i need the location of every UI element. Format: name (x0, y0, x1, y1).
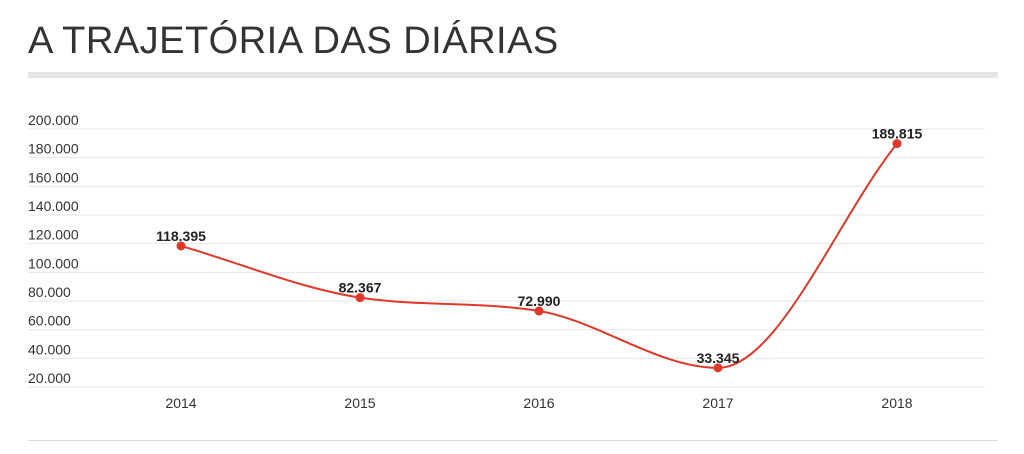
data-point (176, 241, 186, 251)
page-title: A TRAJETÓRIA DAS DIÁRIAS (28, 20, 559, 62)
data-point (892, 139, 902, 149)
data-label: 82.367 (339, 280, 382, 296)
data-point (355, 293, 365, 303)
series-line (180, 142, 898, 369)
data-point (534, 306, 544, 316)
y-tick-label: 140.000 (28, 198, 79, 214)
y-tick-label: 40.000 (28, 341, 71, 357)
x-tick-label: 2014 (165, 395, 196, 411)
y-tick-label: 60.000 (28, 313, 71, 329)
data-label: 189.815 (872, 126, 923, 142)
y-tick-label: 160.000 (28, 169, 79, 185)
y-tick-label: 80.000 (28, 284, 71, 300)
y-tick-label: 120.000 (28, 227, 79, 243)
x-tick-label: 2015 (344, 395, 375, 411)
x-tick-label: 2017 (702, 395, 733, 411)
y-axis-ticks: 200.000 180.000 160.000 140.000 120.000 100.0… (28, 112, 79, 386)
y-tick-label: 20.000 (28, 370, 71, 386)
bottom-divider (28, 440, 998, 441)
title-divider (28, 72, 998, 78)
y-tick-label: 100.000 (28, 255, 79, 271)
y-tick-label: 180.000 (28, 141, 79, 157)
x-axis-ticks: 2014 2015 2016 2017 2018 (165, 395, 912, 411)
series-layer (176, 139, 902, 373)
data-label: 72.990 (518, 293, 561, 309)
x-tick-label: 2016 (523, 395, 554, 411)
y-tick-label: 200.000 (28, 112, 79, 128)
grid-lines (28, 128, 985, 388)
data-label: 33.345 (697, 350, 740, 366)
data-labels: 118.395 82.367 72.990 33.345 189.815 (156, 126, 922, 366)
x-tick-label: 2018 (881, 395, 912, 411)
data-label: 118.395 (156, 228, 206, 244)
data-point (713, 363, 723, 373)
